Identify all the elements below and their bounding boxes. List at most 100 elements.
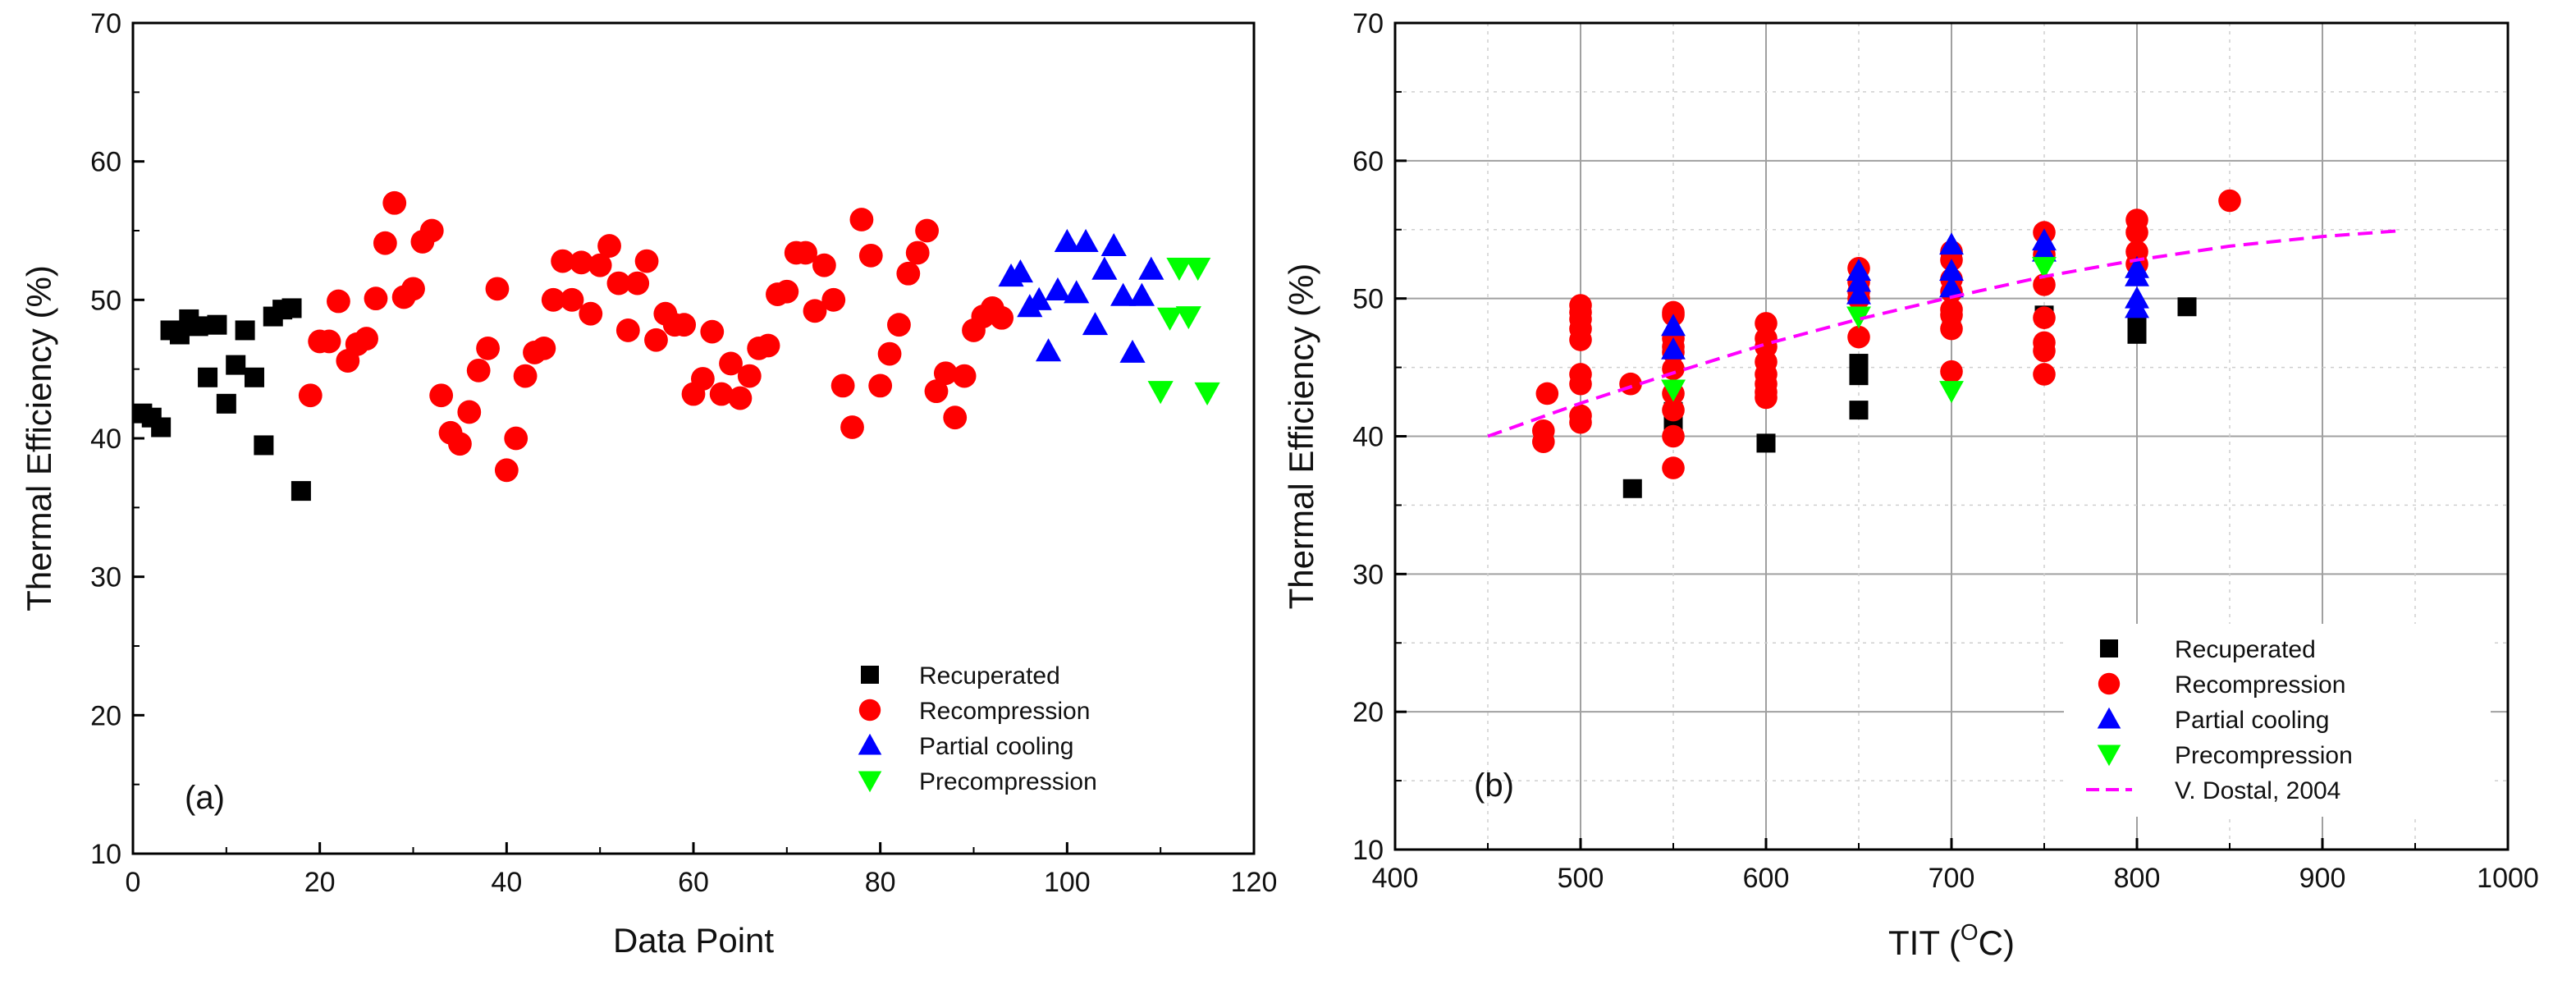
data-point — [476, 336, 500, 360]
series-v-dostal-2004 — [1487, 229, 2397, 438]
legend-symbol — [858, 771, 882, 793]
data-point — [466, 358, 491, 383]
data-point — [2033, 306, 2056, 329]
y-tick-label: 20 — [90, 700, 121, 731]
data-point — [494, 458, 519, 483]
data-point — [1662, 300, 1685, 324]
x-tick-label: 800 — [2114, 863, 2161, 894]
data-point — [2032, 228, 2057, 251]
data-point — [1007, 259, 1034, 283]
data-point — [419, 218, 444, 243]
legend-label: Partial cooling — [919, 733, 1073, 760]
data-point — [1940, 360, 1963, 383]
x-axis-title: TIT (OC) — [1888, 919, 2015, 962]
data-point — [2032, 257, 2057, 280]
data-point — [1619, 372, 1642, 396]
data-point — [794, 241, 817, 265]
y-tick-label: 70 — [1352, 8, 1384, 39]
data-point — [756, 333, 780, 358]
data-point — [207, 314, 227, 335]
y-tick-label: 50 — [1352, 284, 1384, 315]
data-point — [1662, 456, 1685, 479]
legend-symbol — [2098, 672, 2121, 695]
x-tick-label: 40 — [491, 867, 522, 898]
data-point — [896, 261, 921, 286]
series-precompression — [1147, 258, 1220, 405]
y-tick-label: 60 — [90, 147, 121, 178]
data-point — [1756, 433, 1776, 453]
panel-a: 0 20 40 60 80 100 120 10 20 30 40 50 60 70 Data Point T… — [20, 8, 1277, 960]
data-point — [690, 367, 715, 391]
data-point — [933, 361, 958, 386]
data-point — [606, 271, 631, 296]
data-point — [1532, 419, 1555, 442]
data-point — [868, 373, 893, 398]
data-point — [1035, 338, 1062, 362]
data-point — [235, 320, 255, 341]
x-tick-label: 100 — [1044, 867, 1091, 898]
data-point — [775, 279, 799, 304]
x-tick-label: 60 — [678, 867, 709, 898]
data-point — [840, 415, 864, 439]
x-axis-title-end: C) — [1979, 923, 2015, 962]
legend-label: Partial cooling — [2175, 707, 2329, 734]
series-partial-cooling — [998, 228, 1164, 363]
x-tick-label: 400 — [1372, 863, 1419, 894]
data-point — [1661, 314, 1686, 337]
plot-frame — [131, 21, 1256, 855]
data-point — [830, 373, 855, 398]
data-point — [719, 351, 743, 376]
data-point — [429, 383, 454, 408]
data-point — [2033, 331, 2056, 355]
series-partial-cooling — [1661, 228, 2149, 360]
data-point — [513, 364, 538, 388]
data-point — [226, 355, 246, 375]
y-tick-label: 70 — [90, 8, 121, 39]
legend-symbol — [2097, 707, 2121, 729]
x-tick-label: 20 — [304, 867, 336, 898]
data-point — [924, 379, 949, 404]
data-point — [317, 329, 341, 354]
legend-label: Recuperated — [919, 662, 1060, 690]
data-point — [1045, 277, 1071, 301]
data-point — [457, 400, 482, 424]
y-tick-label: 10 — [90, 839, 121, 870]
x-tick-label: 1000 — [2477, 863, 2539, 894]
y-axis-title: Thermal Efficiency (%) — [20, 265, 58, 612]
data-point — [849, 208, 874, 231]
data-point — [298, 383, 323, 408]
data-point — [1185, 258, 1211, 282]
data-point — [1939, 232, 1964, 255]
data-point — [216, 393, 236, 414]
x-tick-label: 0 — [126, 867, 141, 898]
data-point — [1940, 298, 1963, 321]
legend-label: V. Dostal, 2004 — [2175, 777, 2340, 804]
data-point — [327, 289, 350, 314]
data-point — [858, 243, 883, 268]
data-point — [2127, 314, 2147, 333]
data-point — [1110, 282, 1137, 306]
y-tick-label: 40 — [90, 424, 121, 455]
x-tick-label: 500 — [1558, 863, 1604, 894]
data-point — [1128, 282, 1155, 306]
legend-symbol — [858, 699, 881, 722]
data-point — [615, 318, 640, 342]
legend-label: Recuperated — [2175, 636, 2316, 663]
data-point — [644, 328, 668, 352]
data-point — [990, 305, 1014, 330]
x-tick-label: 120 — [1231, 867, 1278, 898]
data-point — [597, 234, 621, 258]
data-point — [504, 426, 528, 451]
data-point — [1073, 228, 1099, 252]
data-point — [1100, 232, 1127, 257]
data-point — [877, 341, 902, 366]
data-point — [373, 231, 397, 255]
data-point — [1939, 259, 1964, 282]
data-point — [1119, 339, 1146, 363]
data-point — [1054, 228, 1080, 252]
data-point — [1194, 382, 1220, 405]
data-point — [1849, 401, 1869, 420]
data-point — [2125, 240, 2148, 263]
legend-symbol — [2100, 639, 2118, 657]
